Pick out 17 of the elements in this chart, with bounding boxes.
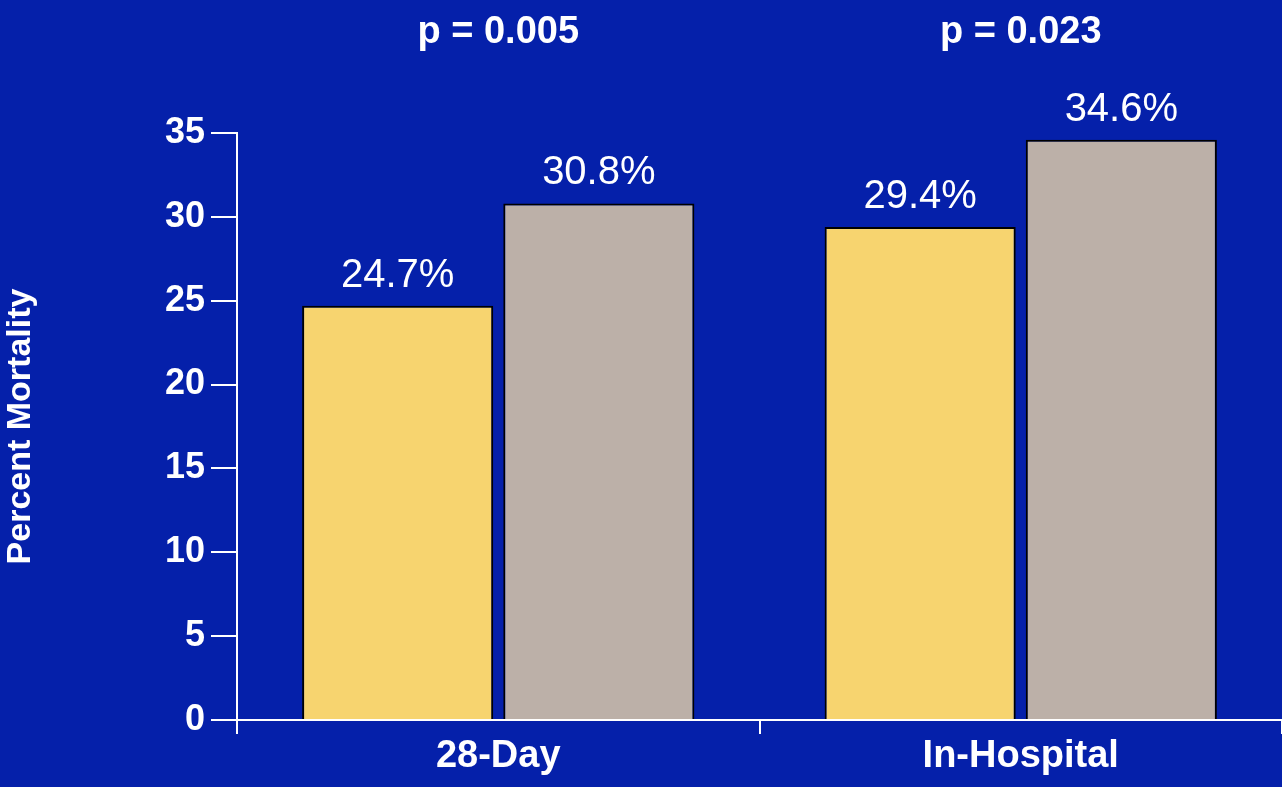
data-label: 29.4% — [863, 171, 977, 216]
y-tick-label: 30 — [164, 193, 205, 235]
y-axis-title: Percent Mortality — [0, 288, 37, 565]
y-tick-label: 5 — [184, 613, 205, 655]
y-tick-label: 15 — [164, 445, 205, 487]
y-tick-label: 20 — [164, 361, 205, 403]
x-tick-label: In-Hospital — [922, 733, 1119, 776]
data-label: 34.6% — [1064, 84, 1179, 129]
text: p = 0.023 — [939, 9, 1102, 52]
data-label: 24.7% — [340, 250, 455, 295]
x-tick-label: 28-Day — [435, 733, 561, 776]
y-tick-label: 0 — [184, 696, 205, 738]
y-tick-label: 25 — [164, 277, 205, 319]
data-label: 30.8% — [542, 148, 656, 193]
text: p = 0.005 — [417, 9, 580, 52]
y-tick-label: 10 — [164, 529, 205, 571]
y-tick-label: 35 — [164, 109, 205, 151]
